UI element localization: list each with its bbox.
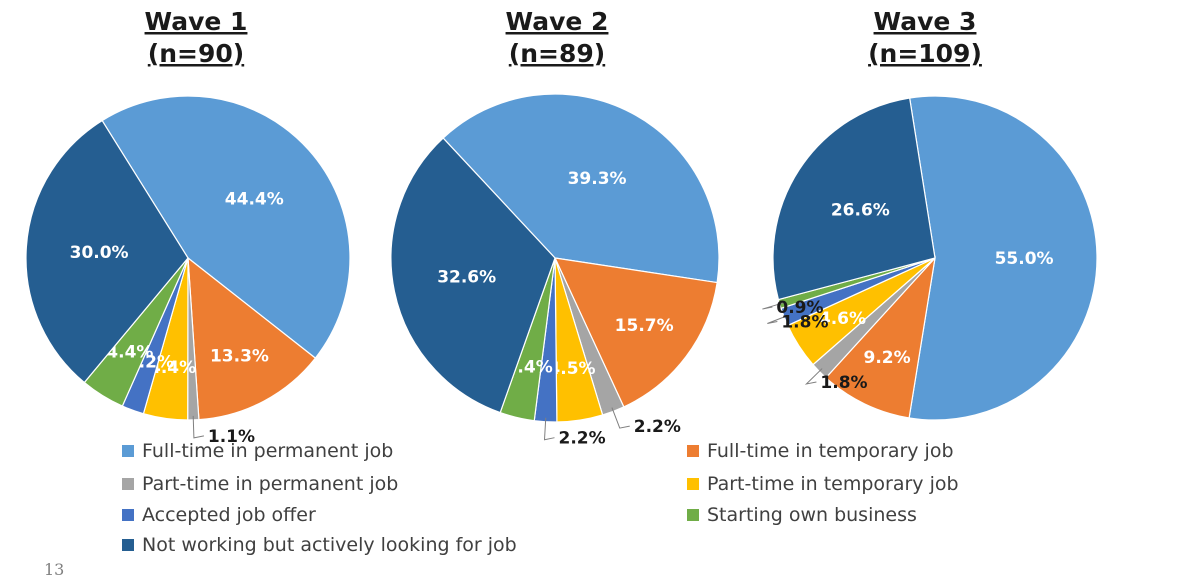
data-label-full-time-in-temporary-job: 15.7% [615, 316, 674, 336]
data-label-part-time-in-temporary-job: 4.6% [819, 309, 866, 329]
pie-slice-full-time-in-permanent-job [101, 95, 351, 359]
data-label-full-time-in-temporary-job: 13.3% [210, 346, 269, 366]
pie-subtitle-wave-3: (n=109) [868, 39, 982, 68]
legend-label-starting-own-business: Starting own business [707, 504, 917, 526]
data-label-part-time-in-permanent-job: 1.8% [820, 373, 867, 393]
pie-slice-not-working-but-actively-looking-for-job [25, 119, 189, 384]
pie-slice-full-time-in-temporary-job [187, 256, 317, 421]
data-label-accepted-job-offer: 2.2% [559, 429, 606, 449]
page-number: 13 [44, 560, 64, 578]
leader-line-accepted-job-offer [543, 417, 555, 441]
legend-swatch-part-time-in-permanent-job [122, 478, 134, 490]
data-label-part-time-in-permanent-job: 1.1% [208, 427, 255, 447]
pie-slice-full-time-in-permanent-job [442, 93, 720, 284]
pie-title-wave-2: Wave 2 [506, 7, 609, 36]
data-label-starting-own-business: 0.9% [776, 298, 823, 318]
data-label-starting-own-business: 4.4% [106, 343, 153, 363]
pie-slice-not-working-but-actively-looking-for-job [390, 137, 556, 414]
legend-label-full-time-in-temporary-job: Full-time in temporary job [707, 440, 954, 462]
legend-swatch-accepted-job-offer [122, 509, 134, 521]
data-label-full-time-in-permanent-job: 39.3% [568, 169, 627, 189]
data-label-part-time-in-temporary-job: 4.5% [548, 359, 595, 379]
pie-title-wave-3: Wave 3 [874, 7, 977, 36]
data-label-not-working-but-actively-looking-for-job: 26.6% [831, 200, 890, 220]
legend-label-part-time-in-permanent-job: Part-time in permanent job [142, 473, 398, 495]
legend-swatch-full-time-in-permanent-job [122, 445, 134, 457]
data-label-full-time-in-temporary-job: 9.2% [864, 348, 911, 368]
legend-label-part-time-in-temporary-job: Part-time in temporary job [707, 473, 959, 495]
leader-line-starting-own-business [762, 302, 784, 310]
data-label-accepted-job-offer: 1.8% [781, 313, 828, 333]
leader-line-part-time-in-permanent-job [804, 368, 823, 385]
legend-label-not-working-but-actively-looking-for-job: Not working but actively looking for job [142, 534, 517, 556]
pie-slice-full-time-in-temporary-job [825, 256, 936, 419]
data-label-part-time-in-temporary-job: 4.4% [149, 358, 196, 378]
leader-line-part-time-in-permanent-job [192, 415, 205, 439]
legend-label-full-time-in-permanent-job: Full-time in permanent job [142, 440, 393, 462]
leader-line-accepted-job-offer [767, 315, 789, 324]
data-label-full-time-in-permanent-job: 55.0% [995, 249, 1054, 269]
pie-subtitle-wave-2: (n=89) [509, 39, 605, 68]
legend-swatch-starting-own-business [687, 509, 699, 521]
legend-swatch-full-time-in-temporary-job [687, 445, 699, 457]
leader-line-part-time-in-permanent-job [611, 407, 630, 429]
pie-slice-full-time-in-permanent-job [908, 95, 1098, 421]
legend: Full-time in permanent job Full-time in t… [122, 440, 959, 556]
pie-slice-not-working-but-actively-looking-for-job [772, 97, 936, 301]
data-label-full-time-in-permanent-job: 44.4% [225, 189, 284, 209]
data-label-not-working-but-actively-looking-for-job: 32.6% [437, 267, 496, 287]
pie-title-wave-1: Wave 1 [145, 7, 248, 36]
pie-subtitle-wave-1: (n=90) [148, 39, 244, 68]
legend-swatch-part-time-in-temporary-job [687, 478, 699, 490]
pie-slice-full-time-in-temporary-job [553, 257, 718, 408]
pie-chart-wave-1: Wave 1(n=90)44.4%13.3%1.1%4.4%2.2%4.4%30… [25, 7, 351, 447]
legend-swatch-not-working-but-actively-looking-for-job [122, 539, 134, 551]
data-label-not-working-but-actively-looking-for-job: 30.0% [70, 243, 129, 263]
legend-label-accepted-job-offer: Accepted job offer [142, 504, 316, 526]
data-label-part-time-in-permanent-job: 2.2% [634, 417, 681, 437]
pie-chart-wave-3: Wave 3(n=109)55.0%9.2%1.8%4.6%1.8%0.9%26… [762, 7, 1098, 421]
pie-chart-wave-2: Wave 2(n=89)39.3%15.7%2.2%4.5%2.2%3.4%32… [390, 7, 720, 449]
